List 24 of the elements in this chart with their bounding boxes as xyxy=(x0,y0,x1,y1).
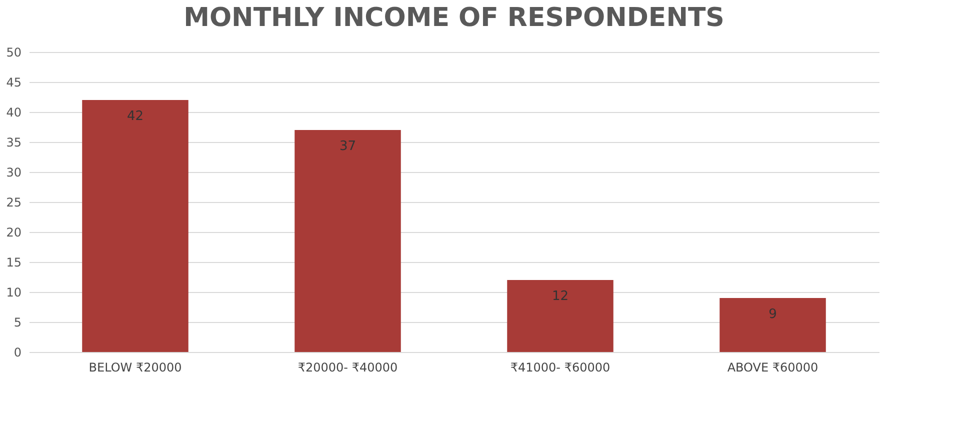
y-tick-label: 10 xyxy=(6,286,22,300)
data-label: 9 xyxy=(768,307,777,322)
data-label: 37 xyxy=(339,139,356,154)
x-tick-label: ₹20000- ₹40000 xyxy=(298,360,398,374)
bar xyxy=(720,298,826,352)
x-tick-label: ABOVE ₹60000 xyxy=(727,360,818,374)
y-tick-label: 5 xyxy=(14,316,22,330)
x-tick-label: BELOW ₹20000 xyxy=(88,360,182,374)
chart-title: MONTHLY INCOME OF RESPONDENTS xyxy=(184,3,724,33)
y-tick-label: 15 xyxy=(6,256,22,270)
y-tick-label: 25 xyxy=(6,196,22,210)
y-tick-label: 45 xyxy=(6,76,22,90)
y-tick-label: 40 xyxy=(6,106,22,120)
y-tick-label: 50 xyxy=(6,46,22,60)
x-tick-label: ₹41000- ₹60000 xyxy=(510,360,610,374)
y-tick-label: 0 xyxy=(14,346,22,360)
y-tick-label: 30 xyxy=(6,166,22,180)
data-label: 42 xyxy=(126,109,144,124)
bar xyxy=(294,130,401,352)
data-label: 12 xyxy=(552,289,569,304)
y-tick-label: 20 xyxy=(6,226,22,240)
y-tick-label: 35 xyxy=(6,136,22,150)
bar xyxy=(82,100,188,352)
bar xyxy=(507,280,614,352)
